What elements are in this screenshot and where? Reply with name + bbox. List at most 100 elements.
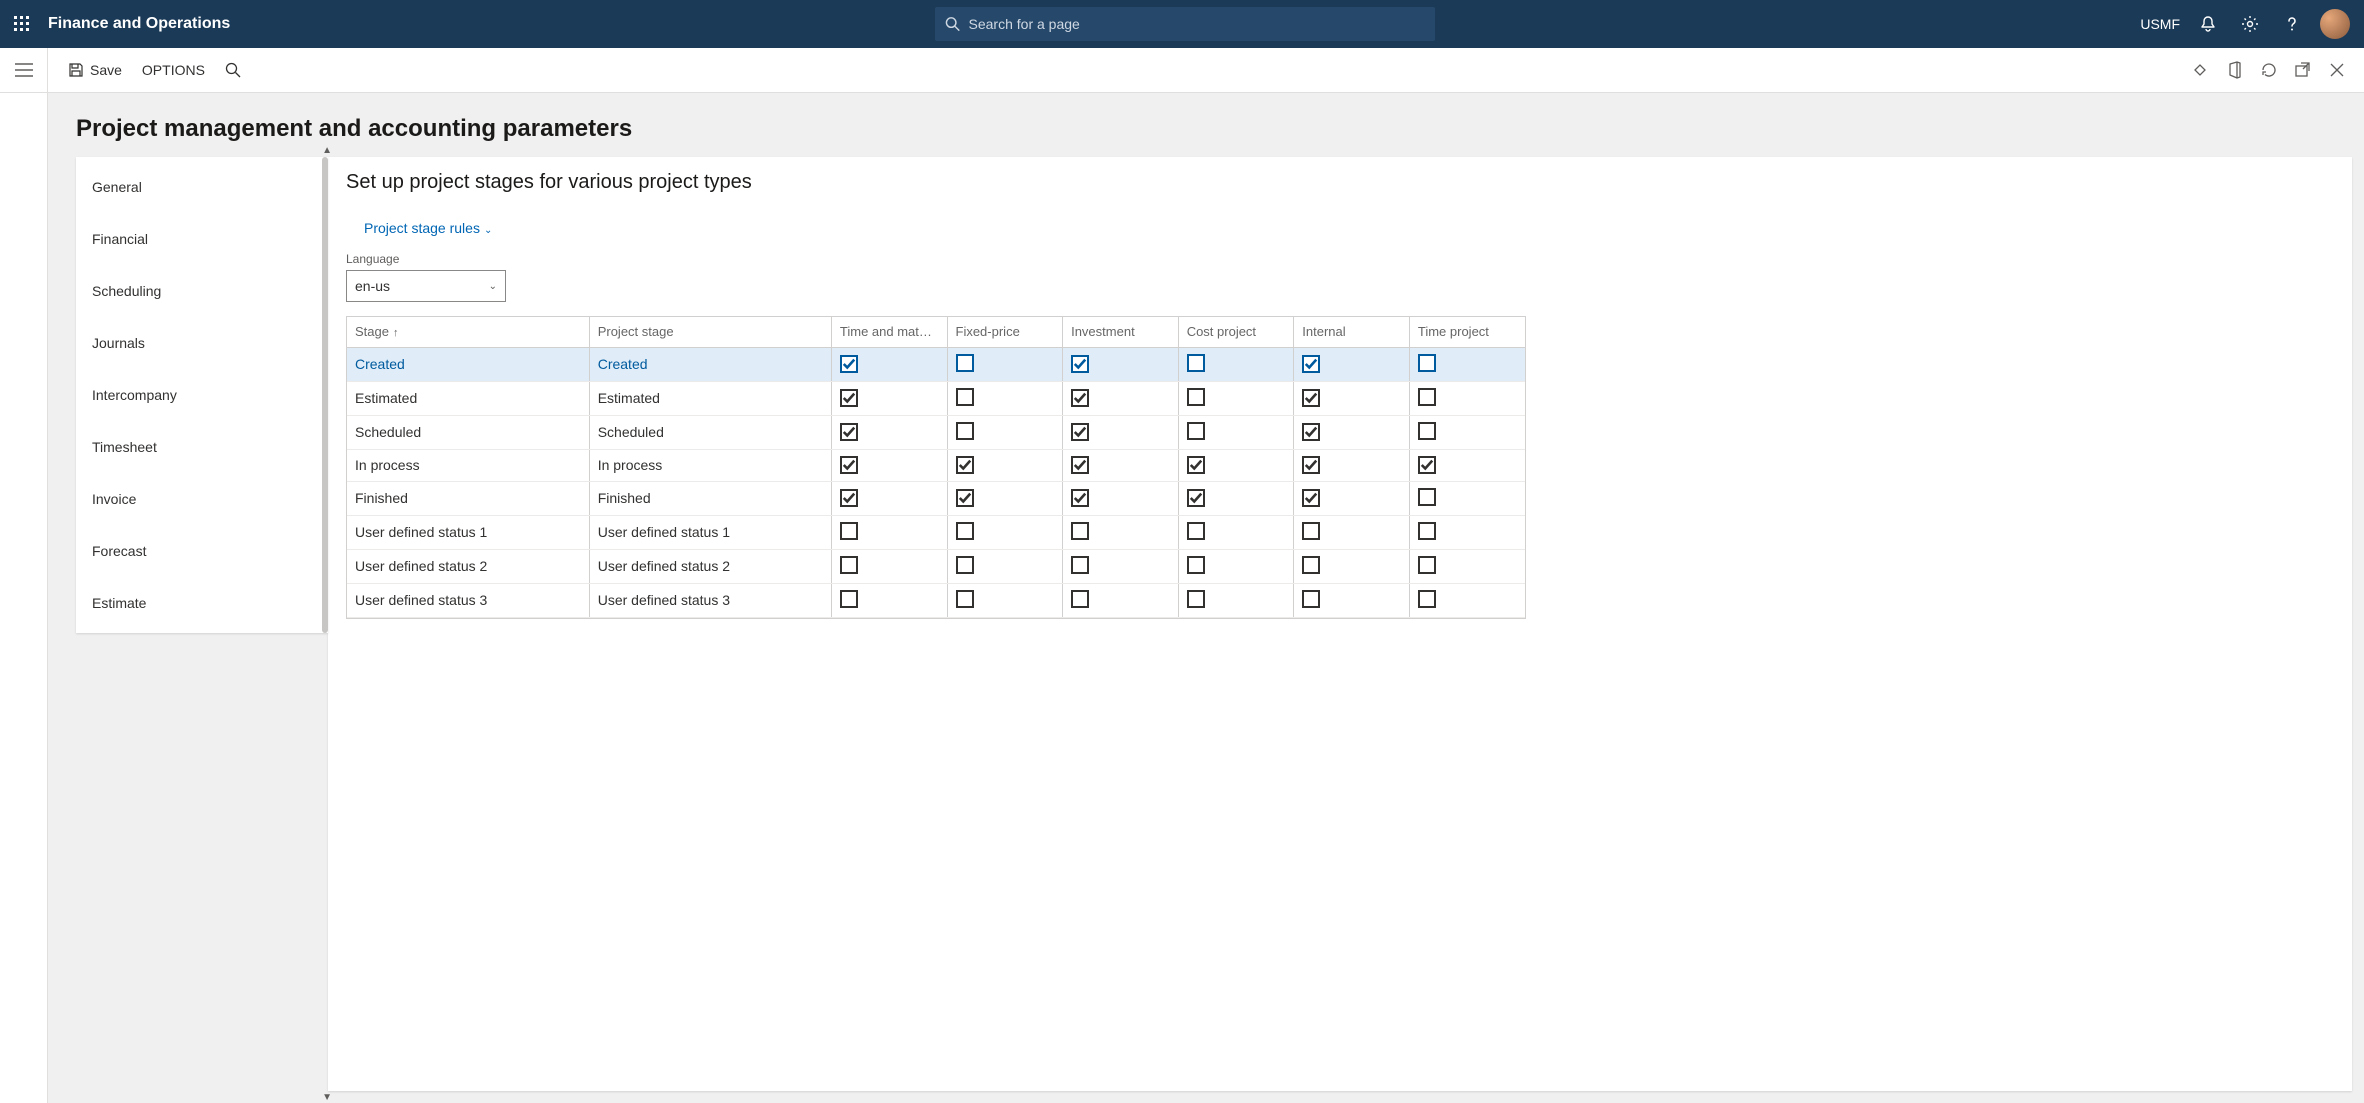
refresh-icon[interactable] bbox=[2252, 53, 2286, 87]
column-header[interactable]: Investment bbox=[1063, 317, 1179, 347]
notifications-icon[interactable] bbox=[2194, 10, 2222, 38]
checkbox[interactable] bbox=[956, 388, 974, 406]
help-icon[interactable] bbox=[2278, 10, 2306, 38]
global-search-input[interactable] bbox=[969, 16, 1426, 32]
table-row[interactable]: User defined status 2User defined status… bbox=[347, 549, 1525, 583]
nav-pane-toggle-icon[interactable] bbox=[0, 48, 48, 92]
checkbox[interactable] bbox=[1302, 556, 1320, 574]
checkbox[interactable] bbox=[1302, 456, 1320, 474]
column-header[interactable]: Fixed-price bbox=[947, 317, 1063, 347]
checkbox[interactable] bbox=[1418, 456, 1436, 474]
checkbox[interactable] bbox=[840, 590, 858, 608]
project-stage-cell[interactable]: User defined status 3 bbox=[589, 583, 831, 617]
global-search[interactable] bbox=[935, 7, 1435, 41]
checkbox[interactable] bbox=[1302, 489, 1320, 507]
checkbox[interactable] bbox=[956, 522, 974, 540]
project-stage-cell[interactable]: In process bbox=[589, 449, 831, 481]
checkbox[interactable] bbox=[1418, 590, 1436, 608]
checkbox[interactable] bbox=[1187, 354, 1205, 372]
checkbox[interactable] bbox=[1187, 388, 1205, 406]
checkbox[interactable] bbox=[840, 355, 858, 373]
language-combo[interactable]: en-us ⌄ bbox=[346, 270, 506, 302]
save-button[interactable]: Save bbox=[58, 48, 132, 92]
vtab-timesheet[interactable]: Timesheet bbox=[76, 421, 328, 473]
close-icon[interactable] bbox=[2320, 53, 2354, 87]
column-header[interactable]: Time and materi... bbox=[831, 317, 947, 347]
stage-cell[interactable]: Scheduled bbox=[347, 415, 589, 449]
checkbox[interactable] bbox=[1071, 423, 1089, 441]
column-header[interactable]: Stage↑ bbox=[347, 317, 589, 347]
stage-cell[interactable]: Finished bbox=[347, 481, 589, 515]
checkbox[interactable] bbox=[1418, 556, 1436, 574]
checkbox[interactable] bbox=[1302, 423, 1320, 441]
checkbox[interactable] bbox=[1418, 422, 1436, 440]
stage-cell[interactable]: User defined status 2 bbox=[347, 549, 589, 583]
checkbox[interactable] bbox=[1302, 355, 1320, 373]
checkbox[interactable] bbox=[1418, 488, 1436, 506]
vtab-estimate[interactable]: Estimate bbox=[76, 577, 328, 629]
checkbox[interactable] bbox=[1071, 556, 1089, 574]
stage-cell[interactable]: In process bbox=[347, 449, 589, 481]
table-row[interactable]: CreatedCreated bbox=[347, 347, 1525, 381]
checkbox[interactable] bbox=[1187, 489, 1205, 507]
vtab-scroll-up-icon[interactable]: ▲ bbox=[322, 145, 332, 156]
checkbox[interactable] bbox=[1071, 522, 1089, 540]
project-stage-rules-link[interactable]: Project stage rules⌄ bbox=[364, 220, 492, 236]
table-row[interactable]: ScheduledScheduled bbox=[347, 415, 1525, 449]
vtab-scheduling[interactable]: Scheduling bbox=[76, 265, 328, 317]
checkbox[interactable] bbox=[1302, 590, 1320, 608]
app-launcher-icon[interactable] bbox=[8, 10, 36, 38]
checkbox[interactable] bbox=[1302, 522, 1320, 540]
checkbox[interactable] bbox=[1418, 522, 1436, 540]
options-button[interactable]: OPTIONS bbox=[132, 48, 215, 92]
settings-icon[interactable] bbox=[2236, 10, 2264, 38]
company-picker[interactable]: USMF bbox=[2140, 16, 2180, 32]
checkbox[interactable] bbox=[956, 590, 974, 608]
checkbox[interactable] bbox=[1071, 590, 1089, 608]
checkbox[interactable] bbox=[840, 489, 858, 507]
project-stage-cell[interactable]: User defined status 1 bbox=[589, 515, 831, 549]
checkbox[interactable] bbox=[840, 522, 858, 540]
vtab-forecast[interactable]: Forecast bbox=[76, 525, 328, 577]
stage-cell[interactable]: Estimated bbox=[347, 381, 589, 415]
project-stage-cell[interactable]: User defined status 2 bbox=[589, 549, 831, 583]
checkbox[interactable] bbox=[1071, 456, 1089, 474]
column-header[interactable]: Time project bbox=[1409, 317, 1525, 347]
checkbox[interactable] bbox=[956, 354, 974, 372]
project-stage-cell[interactable]: Estimated bbox=[589, 381, 831, 415]
checkbox[interactable] bbox=[840, 389, 858, 407]
checkbox[interactable] bbox=[1187, 456, 1205, 474]
column-header[interactable]: Cost project bbox=[1178, 317, 1294, 347]
vtab-invoice[interactable]: Invoice bbox=[76, 473, 328, 525]
table-row[interactable]: EstimatedEstimated bbox=[347, 381, 1525, 415]
checkbox[interactable] bbox=[1302, 389, 1320, 407]
checkbox[interactable] bbox=[840, 556, 858, 574]
checkbox[interactable] bbox=[1187, 556, 1205, 574]
column-header[interactable]: Project stage bbox=[589, 317, 831, 347]
table-row[interactable]: FinishedFinished bbox=[347, 481, 1525, 515]
vtab-general[interactable]: General bbox=[76, 161, 328, 213]
checkbox[interactable] bbox=[956, 456, 974, 474]
checkbox[interactable] bbox=[956, 556, 974, 574]
checkbox[interactable] bbox=[1187, 422, 1205, 440]
vtab-journals[interactable]: Journals bbox=[76, 317, 328, 369]
stage-cell[interactable]: Created bbox=[347, 347, 589, 381]
vtab-financial[interactable]: Financial bbox=[76, 213, 328, 265]
find-button[interactable] bbox=[215, 48, 251, 92]
popout-icon[interactable] bbox=[2286, 53, 2320, 87]
checkbox[interactable] bbox=[1418, 388, 1436, 406]
checkbox[interactable] bbox=[1071, 389, 1089, 407]
checkbox[interactable] bbox=[840, 423, 858, 441]
checkbox[interactable] bbox=[840, 456, 858, 474]
column-header[interactable]: Internal bbox=[1294, 317, 1410, 347]
checkbox[interactable] bbox=[1187, 522, 1205, 540]
table-row[interactable]: User defined status 3User defined status… bbox=[347, 583, 1525, 617]
attachments-icon[interactable] bbox=[2184, 53, 2218, 87]
user-avatar[interactable] bbox=[2320, 9, 2350, 39]
project-stage-cell[interactable]: Created bbox=[589, 347, 831, 381]
table-row[interactable]: User defined status 1User defined status… bbox=[347, 515, 1525, 549]
project-stage-cell[interactable]: Scheduled bbox=[589, 415, 831, 449]
office-icon[interactable] bbox=[2218, 53, 2252, 87]
table-row[interactable]: In processIn process bbox=[347, 449, 1525, 481]
stage-cell[interactable]: User defined status 3 bbox=[347, 583, 589, 617]
